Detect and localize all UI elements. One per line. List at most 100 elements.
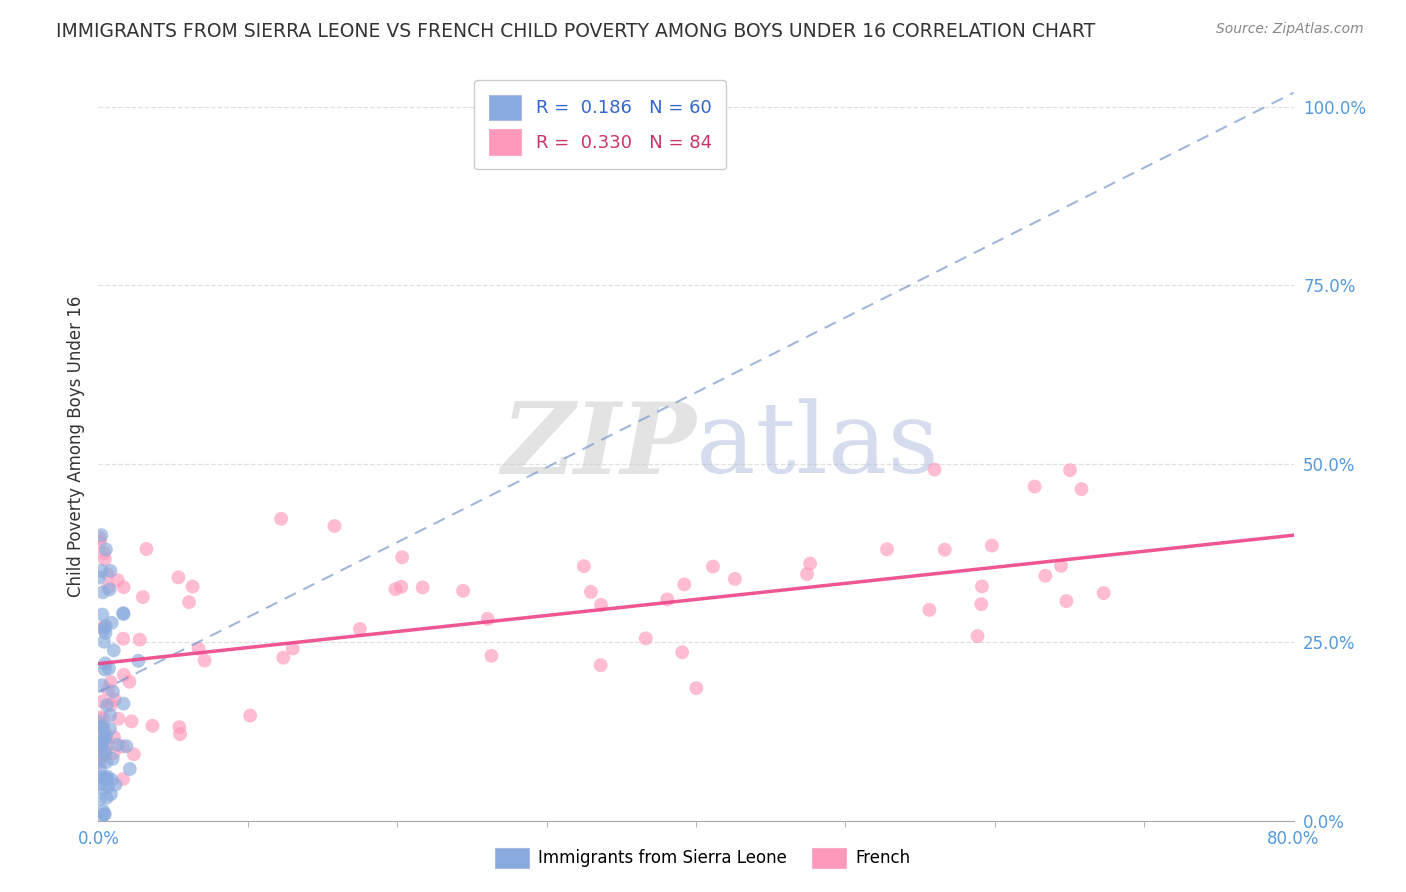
Point [96,772,118,786]
Point [970,597,993,611]
Point [132,590,155,604]
Point [702,559,724,574]
Point [93,622,115,636]
Point [89,571,111,585]
Point [94,663,117,677]
Point [103,643,125,657]
Point [89,531,111,545]
Point [281,641,304,656]
Text: atlas: atlas [696,398,939,494]
Point [94,625,117,640]
Point [89,813,111,827]
Point [270,512,292,526]
Point [97,682,120,697]
Point [107,738,129,752]
Text: ZIP: ZIP [501,398,696,494]
Legend: R =  0.186   N = 60, R =  0.330   N = 84: R = 0.186 N = 60, R = 0.330 N = 84 [474,80,727,169]
Point [91,585,114,599]
Point [94,744,117,758]
Point [91,749,114,764]
Point [97,567,120,582]
Point [169,720,191,734]
Point [127,654,149,668]
Point [91,747,114,762]
Point [103,746,125,760]
Point [239,708,262,723]
Point [1024,479,1046,493]
Point [111,772,134,786]
Point [97,581,120,595]
Point [657,592,679,607]
Point [100,615,122,630]
Point [100,772,122,787]
Point [112,632,135,646]
Point [87,736,110,750]
Point [589,658,612,673]
Point [96,755,118,769]
Point [98,564,122,578]
Point [104,778,127,792]
Point [91,678,114,692]
Legend: Immigrants from Sierra Leone, French: Immigrants from Sierra Leone, French [488,841,918,875]
Point [93,727,115,741]
Point [924,462,946,476]
Point [100,787,122,801]
Point [412,580,434,594]
Point [799,557,821,571]
Point [98,582,121,597]
Point [104,692,127,706]
Point [177,595,200,609]
Point [94,619,117,633]
Point [87,714,110,729]
Point [118,674,141,689]
Point [966,629,988,643]
Point [97,780,120,794]
Point [389,580,412,594]
Point [94,731,117,746]
Point [97,661,120,675]
Point [451,583,474,598]
Point [323,519,346,533]
Point [876,542,898,557]
Point [673,577,696,591]
Point [477,612,499,626]
Point [481,648,503,663]
Point [384,582,406,596]
Point [91,804,114,818]
Point [121,714,143,729]
Point [98,722,121,736]
Point [89,792,111,806]
Point [90,770,112,784]
Point [141,719,163,733]
Point [135,541,157,556]
Point [122,747,145,762]
Point [167,570,190,584]
Point [1033,568,1056,582]
Point [589,598,612,612]
Point [93,807,115,822]
Point [934,542,956,557]
Point [1059,463,1081,477]
Point [112,606,135,620]
Point [796,567,818,582]
Point [98,708,121,723]
Point [93,620,115,634]
Point [107,712,129,726]
Point [93,724,115,739]
Point [118,762,141,776]
Point [1050,558,1073,573]
Point [91,607,114,622]
Point [96,770,118,784]
Point [111,739,134,754]
Point [94,657,117,671]
Point [94,542,117,557]
Point [724,572,747,586]
Point [112,667,135,681]
Point [90,564,112,578]
Point [128,632,150,647]
Point [90,739,112,754]
Point [970,579,993,593]
Y-axis label: Child Poverty Among Boys Under 16: Child Poverty Among Boys Under 16 [66,295,84,597]
Point [90,738,112,752]
Point [89,762,111,776]
